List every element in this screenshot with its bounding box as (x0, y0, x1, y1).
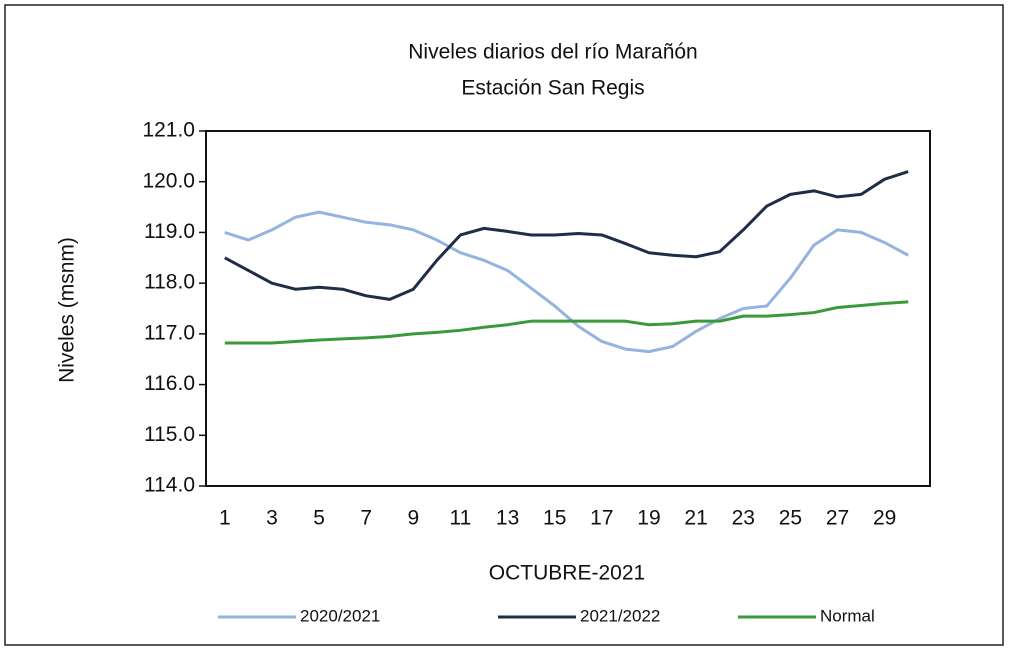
x-tick-label: 13 (496, 507, 519, 530)
plot-area (205, 130, 931, 487)
x-tick-label: 23 (732, 507, 755, 530)
y-tick-label: 115.0 (144, 423, 195, 446)
y-axis-label: Niveles (msnm) (56, 237, 79, 383)
legend-label: 2020/2021 (300, 606, 380, 625)
x-tick-label: 11 (450, 507, 472, 530)
x-tick-label: 3 (266, 507, 278, 530)
x-tick-label: 29 (873, 507, 896, 530)
x-tick-label: 7 (360, 507, 372, 530)
y-tick-label: 117.0 (144, 321, 195, 344)
y-tick-label: 120.0 (142, 169, 195, 192)
y-tick-label: 121.0 (142, 119, 195, 142)
y-tick-label: 114.0 (144, 474, 195, 497)
x-tick-label: 21 (684, 507, 707, 530)
x-tick-label: 15 (543, 507, 566, 530)
y-tick-label: 118.0 (144, 271, 195, 294)
x-axis-label: OCTUBRE-2021 (489, 562, 645, 585)
series-line (224, 210, 909, 354)
x-tick-label: 1 (219, 507, 231, 530)
chart-subtitle: Estación San Regis (461, 77, 644, 100)
x-tick-label: 5 (313, 507, 325, 530)
series-line (224, 170, 909, 301)
legend-label: Normal (820, 606, 875, 625)
x-tick-label: 27 (826, 507, 849, 530)
x-tick-label: 9 (407, 507, 419, 530)
legend-label: 2021/2022 (580, 606, 660, 625)
x-tick-label: 19 (637, 507, 660, 530)
chart-title: Niveles diarios del río Marañón (408, 41, 697, 64)
y-tick-label: 119.0 (144, 220, 195, 243)
series-line (224, 300, 909, 345)
y-tick-label: 116.0 (144, 372, 195, 395)
x-tick-label: 17 (590, 507, 613, 530)
x-tick-label: 25 (779, 507, 802, 530)
